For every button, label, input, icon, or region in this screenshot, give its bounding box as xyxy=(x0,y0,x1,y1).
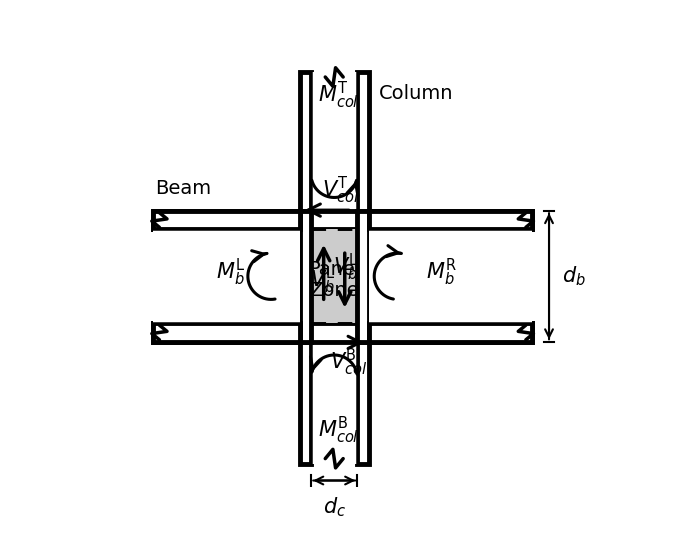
Text: $M_b^{\rm L}$: $M_b^{\rm L}$ xyxy=(216,257,246,288)
Bar xyxy=(153,229,299,323)
Text: $V_b^{\rm L}$: $V_b^{\rm L}$ xyxy=(333,252,359,283)
Bar xyxy=(299,211,311,341)
Bar xyxy=(369,229,532,323)
Bar xyxy=(369,323,532,341)
Text: $V_{col}^{\rm B}$: $V_{col}^{\rm B}$ xyxy=(330,347,368,378)
Text: Panel: Panel xyxy=(308,260,360,280)
Bar xyxy=(153,211,532,341)
Bar xyxy=(153,211,299,229)
Bar xyxy=(311,72,358,464)
Bar xyxy=(358,72,369,464)
Text: $M_{col}^{\rm T}$: $M_{col}^{\rm T}$ xyxy=(318,79,359,110)
Bar xyxy=(153,211,532,229)
Text: $M_{col}^{\rm B}$: $M_{col}^{\rm B}$ xyxy=(318,415,359,446)
Text: $V_{col}^{\rm T}$: $V_{col}^{\rm T}$ xyxy=(322,174,359,206)
Bar xyxy=(299,72,311,464)
Text: $d_b$: $d_b$ xyxy=(562,264,586,288)
Bar xyxy=(369,211,532,229)
Text: Zone: Zone xyxy=(310,282,359,300)
Bar xyxy=(153,323,299,341)
Text: $V_b^{\rm L}$: $V_b^{\rm L}$ xyxy=(310,265,336,296)
Bar xyxy=(153,229,532,323)
Text: Beam: Beam xyxy=(155,179,212,199)
Bar xyxy=(311,229,358,323)
Text: $d_c$: $d_c$ xyxy=(323,495,346,519)
Text: $M_b^{\rm R}$: $M_b^{\rm R}$ xyxy=(426,257,457,288)
Text: Column: Column xyxy=(379,84,453,102)
Bar xyxy=(358,211,369,341)
Bar xyxy=(299,72,369,464)
Bar xyxy=(311,229,358,323)
Bar xyxy=(153,323,532,341)
